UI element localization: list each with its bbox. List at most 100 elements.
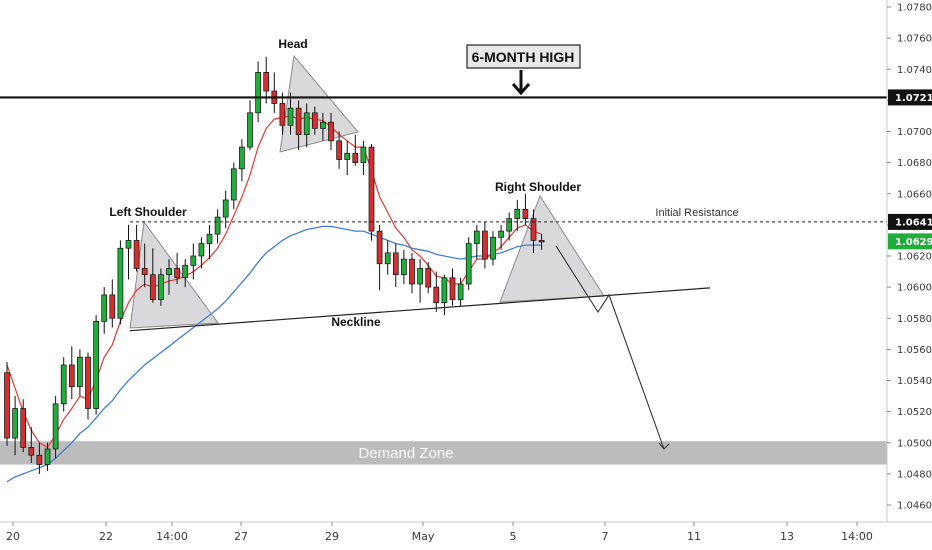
bullish-candle-body	[247, 112, 253, 148]
candle	[506, 212, 513, 241]
time-tick-label: 14:00	[156, 530, 188, 543]
bearish-candle-body	[328, 121, 334, 142]
price-tick-label: 1.06000	[897, 283, 932, 294]
bearish-candle-body	[425, 268, 432, 288]
bullish-candle-body	[52, 403, 59, 450]
price-tick-label: 1.05000	[897, 438, 932, 449]
bullish-candle-body	[230, 168, 237, 201]
candle	[271, 72, 278, 113]
candle	[409, 252, 415, 294]
candle	[230, 162, 237, 210]
bearish-candle-body	[174, 268, 180, 279]
bearish-candle-body	[133, 240, 140, 269]
bearish-candle-body	[522, 208, 529, 219]
candle	[149, 248, 156, 303]
candle	[287, 92, 294, 135]
drawings	[129, 245, 711, 450]
candle	[117, 240, 124, 325]
candle	[239, 139, 245, 182]
time-tick-label: 11	[687, 530, 701, 543]
bearish-candle-body	[538, 240, 545, 243]
time-axis-ticks: 20 22 14:00 27 29 May 5 7 11 13 14:00	[6, 522, 873, 543]
bullish-candle-body	[206, 233, 213, 244]
candle	[60, 357, 67, 412]
bullish-candle-body	[117, 247, 124, 319]
bearish-candle-body	[4, 372, 10, 439]
price-tick-label: 1.05800	[897, 314, 932, 325]
candle	[384, 240, 391, 275]
bearish-candle-body	[409, 258, 415, 285]
bullish-candle-body	[360, 146, 367, 163]
last-price-tag-bg	[888, 233, 932, 250]
bullish-candle-body	[60, 364, 67, 405]
candle	[490, 231, 496, 266]
candle	[368, 143, 375, 241]
candle	[109, 279, 116, 328]
candle	[392, 243, 399, 288]
bearish-candle-body	[311, 112, 318, 129]
six-month-high-label: 6-MONTH HIGH	[472, 49, 575, 65]
bearish-candle-body	[336, 140, 342, 160]
time-tick-label: 22	[99, 530, 113, 543]
bullish-candle-body	[320, 121, 326, 129]
bullish-candle-body	[214, 216, 221, 235]
price-tick-label: 1.05200	[897, 407, 932, 418]
candle	[522, 193, 529, 225]
candle	[344, 140, 351, 176]
candle	[320, 112, 326, 141]
candle	[360, 140, 367, 176]
price-tick-label: 1.07000	[897, 127, 932, 138]
price-tags: 1.07219 1.06419 1.06294	[888, 89, 932, 250]
candle	[279, 92, 286, 135]
bullish-candle-body	[125, 240, 132, 249]
candle	[133, 224, 140, 272]
bearish-candle-body	[36, 454, 43, 465]
price-tick-label: 1.07400	[897, 65, 932, 76]
left-shoulder-label: Left Shoulder	[109, 205, 187, 219]
bullish-candle-body	[198, 243, 205, 257]
last-price-tag: 1.06294	[895, 237, 932, 248]
bearish-candle-body	[392, 252, 399, 276]
candle	[36, 442, 43, 474]
candle	[311, 106, 318, 135]
candle	[222, 190, 229, 228]
candle	[401, 249, 407, 285]
bearish-candle-body	[376, 230, 383, 265]
bearish-candle-body	[85, 356, 91, 409]
initial-resistance-price-tag: 1.06419	[895, 217, 932, 228]
bearish-candle-body	[263, 72, 270, 92]
candle	[247, 100, 253, 151]
candle	[4, 361, 10, 446]
bearish-candle-body	[279, 103, 286, 126]
time-tick-label: 27	[234, 530, 248, 543]
bearish-candle-body	[482, 230, 488, 260]
candle	[465, 237, 472, 291]
candle	[12, 396, 18, 456]
bearish-candle-body	[109, 294, 116, 319]
demand-zone-layer: Demand Zone	[0, 441, 887, 465]
bullish-candle-body	[441, 277, 448, 304]
annotations: Head Left Shoulder Right Shoulder Neckli…	[109, 37, 738, 329]
time-tick-label: 20	[6, 530, 20, 543]
candle	[93, 315, 99, 415]
time-tick-label: 29	[325, 530, 339, 543]
bearish-candle-body	[530, 218, 537, 241]
candles	[4, 56, 545, 474]
candle	[433, 271, 440, 313]
bullish-candle-body	[190, 255, 197, 266]
bullish-candle-body	[222, 199, 229, 218]
bearish-candle-body	[149, 274, 156, 300]
bearish-candle-body	[449, 277, 456, 300]
initial-resistance-price-tag-bg	[888, 213, 932, 230]
bullish-candle-body	[158, 274, 164, 300]
candle	[530, 209, 537, 253]
bullish-candle-body	[506, 218, 513, 232]
candle	[77, 349, 83, 397]
price-tick-label: 1.05600	[897, 345, 932, 356]
candle	[352, 134, 359, 166]
bearish-candle-body	[433, 286, 440, 304]
price-tick-label: 1.04600	[897, 501, 932, 512]
head-label: Head	[278, 37, 307, 51]
time-tick-label: 14:00	[841, 530, 873, 543]
price-tick-label: 1.06800	[897, 158, 932, 169]
